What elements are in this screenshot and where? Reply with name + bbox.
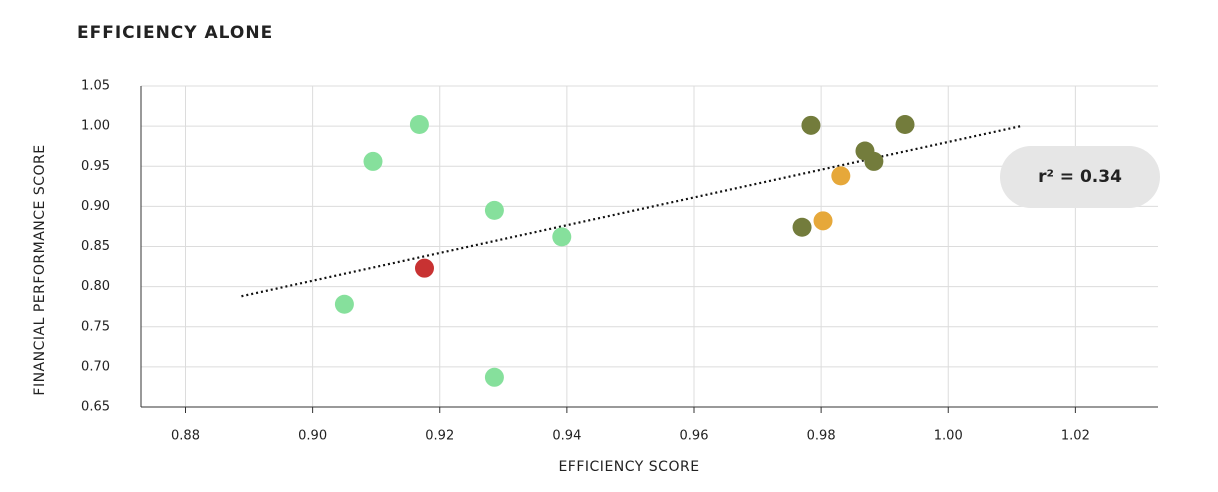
- y-tick-label: 0.90: [81, 199, 110, 214]
- point: [409, 115, 429, 135]
- x-axis-label: EFFICIENCY SCORE: [558, 459, 699, 475]
- point: [552, 227, 572, 247]
- y-tick-label: 1.05: [81, 79, 110, 94]
- x-tick-label: 0.92: [425, 429, 454, 444]
- point: [864, 151, 884, 171]
- x-tick-label: 0.98: [807, 429, 836, 444]
- point: [801, 115, 821, 135]
- y-tick-label: 0.65: [81, 400, 110, 415]
- y-tick-label: 0.80: [81, 279, 110, 294]
- point: [363, 151, 383, 171]
- y-tick-label: 1.00: [81, 119, 110, 134]
- y-tick-label: 0.85: [81, 239, 110, 254]
- trendline: [241, 125, 1021, 298]
- point: [484, 200, 504, 220]
- point: [792, 217, 812, 237]
- y-tick-label: 0.70: [81, 359, 110, 374]
- point: [813, 211, 833, 231]
- x-tick-label: 1.00: [934, 429, 963, 444]
- x-tick-label: 0.90: [298, 429, 327, 444]
- x-tick-label: 1.02: [1061, 429, 1090, 444]
- point: [484, 367, 504, 387]
- point: [895, 115, 915, 135]
- y-tick-label: 0.95: [81, 159, 110, 174]
- point: [334, 294, 354, 314]
- x-tick-label: 0.96: [680, 429, 709, 444]
- y-axis-label: FINANCIAL PERFORMANCE SCORE: [32, 144, 48, 395]
- x-tick-label: 0.88: [171, 429, 200, 444]
- y-tick-label: 0.75: [81, 319, 110, 334]
- x-tick-label: 0.94: [552, 429, 581, 444]
- annotation: r² = 0.34: [1038, 167, 1122, 187]
- point: [831, 166, 851, 186]
- grid: [141, 85, 1158, 408]
- annotation-box: [1000, 146, 1160, 208]
- point: [414, 258, 434, 278]
- chart-title: EFFICIENCY ALONE: [77, 23, 273, 43]
